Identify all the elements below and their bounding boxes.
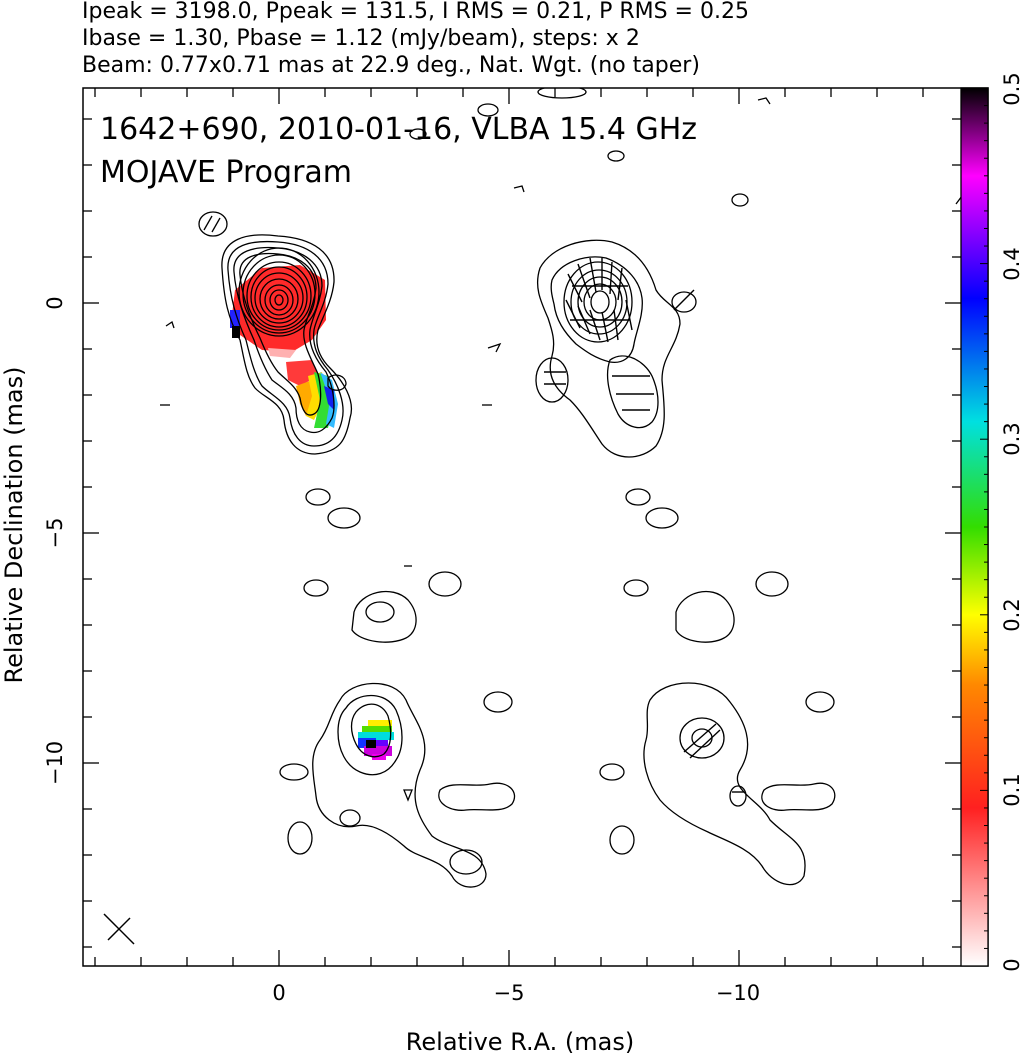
polarized-contours-right — [409, 97, 967, 886]
y-axis-label: Relative Declination (mas) — [0, 366, 28, 683]
beam-shape — [103, 913, 135, 945]
program-title: MOJAVE Program — [100, 155, 352, 190]
x-tick-label: −10 — [716, 981, 760, 1005]
map-content — [103, 88, 967, 945]
y-tick-label: 0 — [43, 296, 67, 309]
intensity-contours-left — [160, 88, 587, 888]
colorbar-tick-label: 0.2 — [1000, 598, 1022, 631]
colorbar-ticks — [980, 87, 988, 967]
colorbar-tick-label: 0.4 — [1000, 247, 1022, 280]
source-title: 1642+690, 2010-01-16, VLBA 15.4 GHz — [100, 112, 697, 147]
colorbar — [961, 88, 988, 966]
polarization-color-core — [230, 265, 338, 428]
colorbar-tick-label: 0 — [1000, 958, 1022, 971]
header-line-1: Ipeak = 3198.0, Ppeak = 131.5, I RMS = 0… — [82, 0, 749, 24]
polarization-color-knot — [358, 720, 394, 760]
colorbar-tick-label: 0.1 — [1000, 773, 1022, 806]
axis-ticks — [83, 88, 961, 966]
colorbar-tick-label: 0.5 — [1000, 72, 1022, 105]
evpa-ticks — [544, 257, 744, 793]
header-line-3: Beam: 0.77x0.71 mas at 22.9 deg., Nat. W… — [82, 53, 700, 78]
y-tick-label: −10 — [43, 741, 67, 785]
colorbar-tick-label: 0.3 — [1000, 422, 1022, 455]
y-tick-label: −5 — [43, 518, 67, 549]
header-line-2: Ibase = 1.30, Pbase = 1.12 (mJy/beam), s… — [82, 26, 640, 51]
x-tick-label: −5 — [494, 981, 525, 1005]
x-tick-label: 0 — [272, 981, 285, 1005]
x-axis-label: Relative R.A. (mas) — [406, 1028, 634, 1056]
